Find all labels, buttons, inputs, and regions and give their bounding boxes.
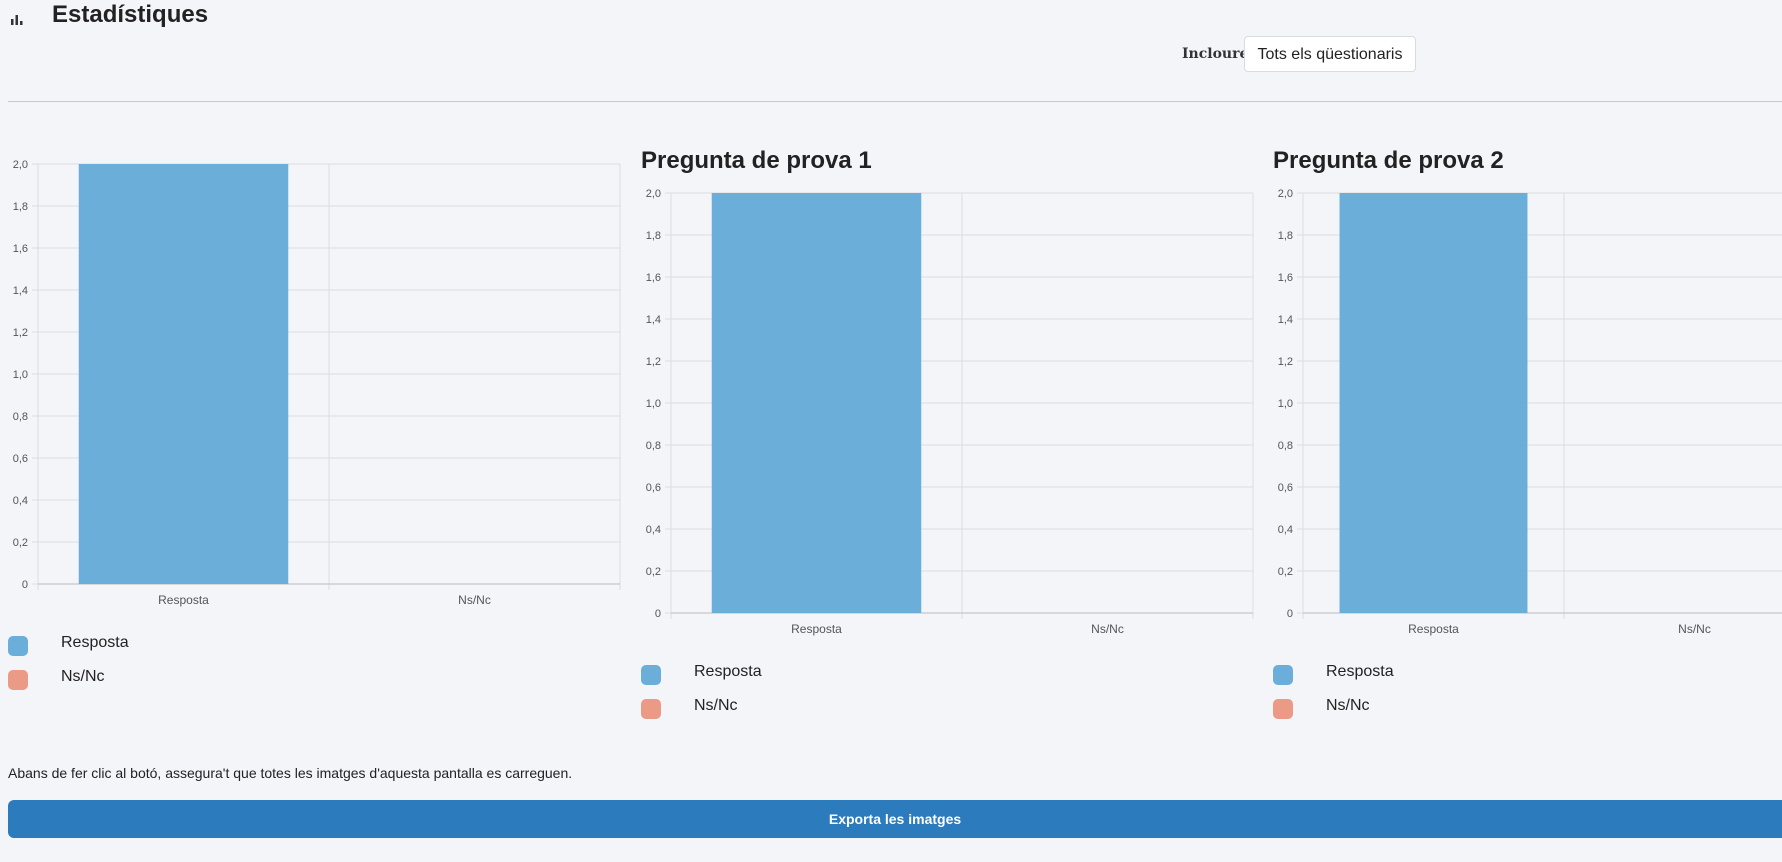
- y-tick-label: 0,6: [1278, 482, 1293, 494]
- y-tick-label: 0,4: [646, 524, 661, 536]
- page-title: Estadístiques: [52, 1, 209, 28]
- y-tick-label: 0,4: [1278, 524, 1293, 536]
- legend-item-nsnc[interactable]: Ns/Nc: [8, 664, 308, 698]
- header-divider: [8, 101, 1782, 102]
- y-tick-label: 0,8: [1278, 440, 1293, 452]
- y-tick-label: 1,2: [646, 356, 661, 368]
- y-tick-label: 1,2: [1278, 356, 1293, 368]
- legend-label-resposta: Resposta: [694, 663, 762, 680]
- legend-item-resposta[interactable]: Resposta: [8, 630, 308, 664]
- y-tick-label: 0,2: [13, 537, 28, 549]
- bar-resposta[interactable]: [78, 164, 289, 584]
- chart-title: Pregunta de prova 2: [1273, 147, 1504, 174]
- legend-label-resposta: Resposta: [1326, 663, 1394, 680]
- bar-resposta[interactable]: [711, 193, 922, 613]
- y-tick-label: 0,2: [1278, 566, 1293, 578]
- legend-label-nsnc: Ns/Nc: [1326, 697, 1370, 714]
- legend-label-nsnc: Ns/Nc: [694, 697, 738, 714]
- y-tick-label: 1,4: [646, 314, 661, 326]
- chart-legend: Resposta Ns/Nc: [641, 659, 941, 727]
- y-tick-label: 1,6: [1278, 272, 1293, 284]
- y-tick-label: 0,8: [646, 440, 661, 452]
- y-tick-label: 1,8: [13, 201, 28, 213]
- y-tick-label: 2,0: [646, 188, 661, 200]
- page-header: Estadístiques Incloure: Tots els qüestio…: [0, 0, 1782, 100]
- legend-item-nsnc[interactable]: Ns/Nc: [641, 693, 941, 727]
- y-tick-label: 0,8: [13, 411, 28, 423]
- y-tick-label: 0,6: [13, 453, 28, 465]
- bar-chart: 0 0,2 0,4 0,6 0,8 1,0 1,2 1,4 1,6 1,8 2,0 Resposta N…: [13, 159, 621, 607]
- y-tick-label: 1,4: [13, 285, 28, 297]
- legend-swatch-resposta: [641, 665, 661, 685]
- y-tick-label: 1,2: [13, 327, 28, 339]
- legend-swatch-nsnc: [8, 670, 28, 690]
- y-tick-label: 0: [1287, 608, 1293, 620]
- export-images-button[interactable]: Exporta les imatges: [8, 800, 1782, 838]
- legend-item-resposta[interactable]: Resposta: [1273, 659, 1573, 693]
- legend-swatch-resposta: [1273, 665, 1293, 685]
- legend-item-nsnc[interactable]: Ns/Nc: [1273, 693, 1573, 727]
- y-tick-label: 1,0: [1278, 398, 1293, 410]
- chart-title: Pregunta de prova 1: [641, 147, 872, 174]
- legend-label-nsnc: Ns/Nc: [61, 668, 105, 685]
- chart-legend: Resposta Ns/Nc: [1273, 659, 1573, 727]
- legend-item-resposta[interactable]: Resposta: [641, 659, 941, 693]
- y-tick-label: 0,2: [646, 566, 661, 578]
- x-tick-label: Resposta: [791, 622, 842, 636]
- include-label: Incloure:: [1182, 46, 1254, 62]
- x-tick-label: Ns/Nc: [458, 593, 491, 607]
- y-tick-label: 1,8: [1278, 230, 1293, 242]
- legend-label-resposta: Resposta: [61, 634, 129, 651]
- include-select[interactable]: Tots els qüestionaris: [1244, 36, 1416, 72]
- y-tick-label: 0,6: [646, 482, 661, 494]
- y-tick-label: 1,8: [646, 230, 661, 242]
- bar-chart: 0 0,2 0,4 0,6 0,8 1,0 1,2 1,4 1,6 1,8 2,0 Resposta N…: [646, 188, 1254, 636]
- y-tick-label: 1,0: [646, 398, 661, 410]
- bar-chart: 0 0,2 0,4 0,6 0,8 1,0 1,2 1,4 1,6 1,8 2,0 Resposta N…: [1278, 188, 1782, 636]
- y-tick-label: 1,6: [646, 272, 661, 284]
- bar-chart-icon: [11, 15, 23, 25]
- bar-resposta[interactable]: [1339, 193, 1528, 613]
- y-tick-label: 1,6: [13, 243, 28, 255]
- x-tick-label: Resposta: [1408, 622, 1459, 636]
- export-note: Abans de fer clic al botó, assegura't qu…: [8, 765, 573, 781]
- y-tick-label: 2,0: [13, 159, 28, 171]
- y-tick-label: 1,4: [1278, 314, 1293, 326]
- x-tick-label: Ns/Nc: [1091, 622, 1124, 636]
- chart-legend: Resposta Ns/Nc: [8, 630, 308, 698]
- y-tick-label: 2,0: [1278, 188, 1293, 200]
- y-tick-label: 0: [22, 579, 28, 591]
- y-tick-label: 1,0: [13, 369, 28, 381]
- legend-swatch-nsnc: [641, 699, 661, 719]
- legend-swatch-nsnc: [1273, 699, 1293, 719]
- y-tick-label: 0: [655, 608, 661, 620]
- x-tick-label: Ns/Nc: [1678, 622, 1711, 636]
- legend-swatch-resposta: [8, 636, 28, 656]
- y-tick-label: 0,4: [13, 495, 28, 507]
- x-tick-label: Resposta: [158, 593, 209, 607]
